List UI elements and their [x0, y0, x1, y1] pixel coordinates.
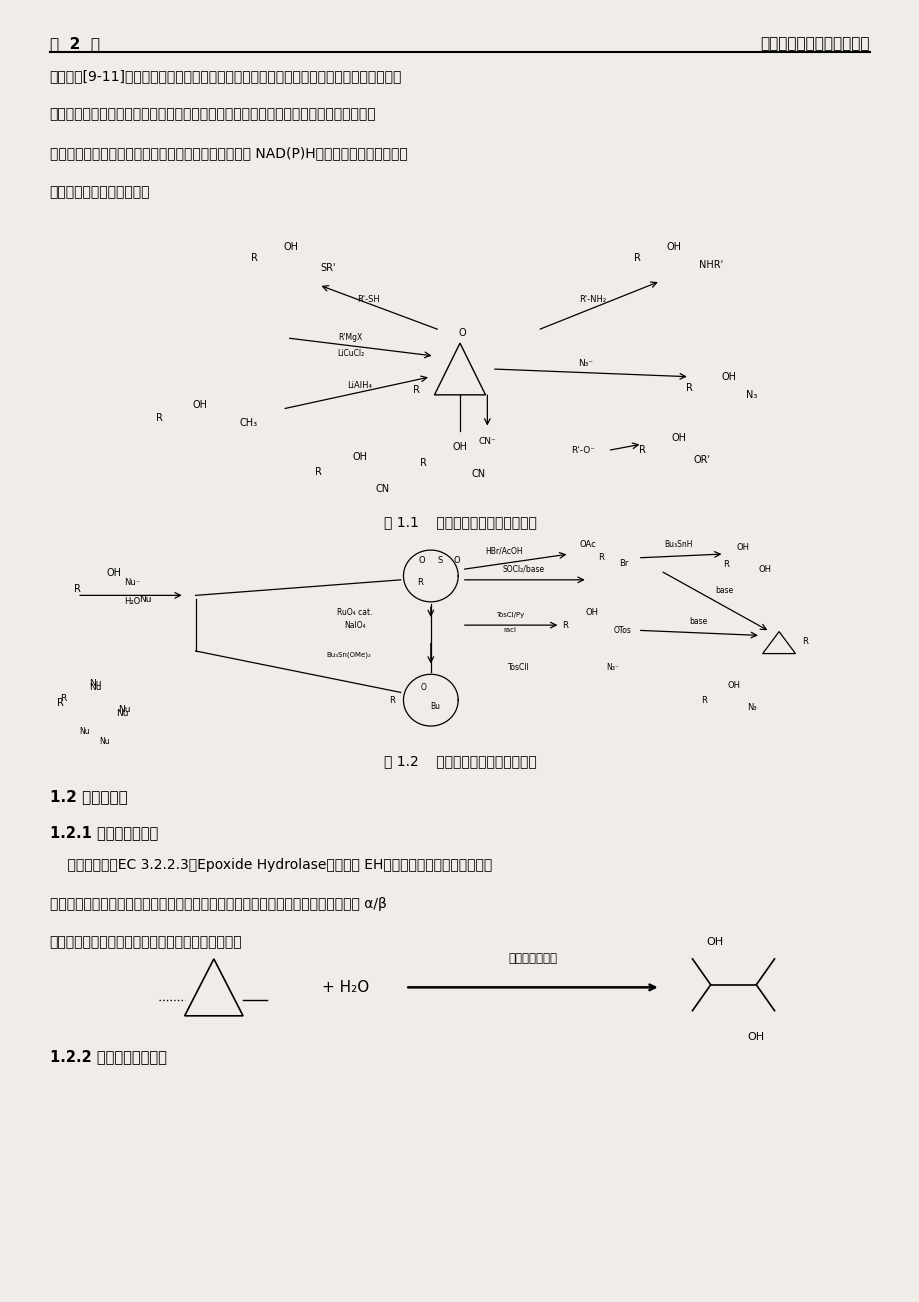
Text: R: R — [416, 578, 423, 587]
Text: 环氧水解酶（EC 3.2.2.3，Epoxide Hydrolase，简写为 EH），是一类辅因子及金属离子: 环氧水解酶（EC 3.2.2.3，Epoxide Hydrolase，简写为 E… — [50, 858, 492, 872]
Text: 华东理工大学硕士学位论文: 华东理工大学硕士学位论文 — [760, 36, 869, 52]
Text: Nu⁻: Nu⁻ — [123, 578, 140, 587]
Text: R: R — [562, 621, 567, 630]
Text: R'-SH: R'-SH — [357, 294, 380, 303]
Text: R: R — [155, 413, 163, 423]
Text: 非依赖性的，以水为底物，将环氧化物水解生成对应邻二醇的酶。该酶在结构上属于 α/β: 非依赖性的，以水为底物，将环氧化物水解生成对应邻二醇的酶。该酶在结构上属于 α/… — [50, 897, 386, 911]
Text: OH: OH — [585, 608, 598, 617]
Text: Bu: Bu — [430, 702, 440, 711]
Text: OH: OH — [758, 565, 771, 574]
Text: O: O — [452, 556, 460, 565]
Text: Nu: Nu — [89, 682, 101, 691]
Text: LiCuCl₂: LiCuCl₂ — [336, 349, 364, 358]
Text: R: R — [638, 445, 645, 456]
Text: OH: OH — [352, 452, 367, 462]
Text: R: R — [57, 698, 64, 708]
Text: R'-NH₂: R'-NH₂ — [578, 294, 605, 303]
Text: R: R — [74, 583, 81, 594]
Text: 学方法合成光学纯环氧化物往往有结构的限制。而在生物催化方法中，有的对底物有特殊: 学方法合成光学纯环氧化物往往有结构的限制。而在生物催化方法中，有的对底物有特殊 — [50, 108, 376, 121]
Text: 酶催化法[9-11]。化学催化的方法由于需要大量的重金属元素，容易产生环境污染，而且化: 酶催化法[9-11]。化学催化的方法由于需要大量的重金属元素，容易产生环境污染，… — [50, 69, 402, 83]
Text: 1.2.1 环氧水解酶简介: 1.2.1 环氧水解酶简介 — [50, 825, 158, 841]
Text: S: S — [437, 556, 442, 565]
Text: CH₃: CH₃ — [239, 418, 257, 428]
Text: OH: OH — [726, 681, 739, 690]
Text: R: R — [413, 384, 419, 395]
Text: OH: OH — [666, 242, 681, 253]
Text: R: R — [633, 253, 641, 263]
Text: OH: OH — [452, 441, 467, 452]
Text: OH: OH — [192, 400, 208, 410]
Text: 第  2  页: 第 2 页 — [50, 36, 99, 52]
Text: OR': OR' — [692, 454, 709, 465]
Text: SOCl₂/base: SOCl₂/base — [502, 565, 544, 574]
Text: 要求，有的对映选择性不高，有的需要氧化还原辅酶如 NAD(P)H。在各类生物催化剂中，: 要求，有的对映选择性不高，有的需要氧化还原辅酶如 NAD(P)H。在各类生物催化… — [50, 146, 407, 160]
Text: OH: OH — [720, 372, 735, 381]
Text: 环氧化物水解酶: 环氧化物水解酶 — [508, 952, 557, 965]
Text: NaIO₄: NaIO₄ — [344, 621, 366, 630]
Text: Bu₃SnH: Bu₃SnH — [664, 540, 692, 549]
Text: base: base — [714, 586, 732, 595]
Text: R: R — [61, 694, 66, 703]
Text: base: base — [689, 617, 708, 626]
Text: O: O — [459, 328, 466, 339]
Text: OH: OH — [706, 937, 723, 947]
Text: CN⁻: CN⁻ — [478, 437, 495, 445]
Text: CN: CN — [471, 469, 484, 479]
Text: R: R — [686, 383, 692, 393]
Text: N₃⁻: N₃⁻ — [606, 663, 618, 672]
Text: Nu: Nu — [117, 708, 129, 717]
Text: 图 1.1    环氧化物和亲核试剂的反应: 图 1.1 环氧化物和亲核试剂的反应 — [383, 516, 536, 529]
Text: NHR': NHR' — [698, 260, 722, 271]
Text: N₃: N₃ — [745, 389, 756, 400]
Text: SR': SR' — [320, 263, 335, 273]
Text: HBr/AcOH: HBr/AcOH — [484, 547, 522, 556]
Text: TosClI: TosClI — [508, 663, 529, 672]
Text: LiAlH₄: LiAlH₄ — [346, 381, 372, 391]
Text: N₃: N₃ — [746, 703, 755, 712]
Text: R'-O⁻: R'-O⁻ — [571, 447, 595, 454]
Text: 图 1.2    邻位二醇与亲核试剂的反应: 图 1.2 邻位二醇与亲核试剂的反应 — [383, 754, 536, 768]
Text: 1.2 环氧水解酶: 1.2 环氧水解酶 — [50, 789, 128, 805]
Text: R: R — [251, 253, 258, 263]
Text: Nu: Nu — [79, 727, 90, 736]
Text: TosCl/Py: TosCl/Py — [495, 612, 524, 617]
Text: 环氧水解酶格外受人青睐。: 环氧水解酶格外受人青睐。 — [50, 185, 150, 199]
Text: OH: OH — [671, 432, 686, 443]
Text: OH: OH — [747, 1031, 764, 1042]
Text: + H₂O: + H₂O — [322, 980, 369, 995]
Text: R: R — [315, 467, 322, 478]
Text: N₃⁻: N₃⁻ — [578, 359, 593, 368]
Text: O: O — [420, 682, 426, 691]
Text: OH: OH — [735, 543, 748, 552]
Text: R: R — [597, 553, 604, 562]
Text: Bu₃Sn(OMe)₂: Bu₃Sn(OMe)₂ — [326, 651, 370, 658]
Text: R: R — [700, 695, 707, 704]
Text: R'MgX: R'MgX — [338, 333, 362, 342]
Text: OAc: OAc — [579, 540, 596, 549]
Text: R: R — [722, 560, 729, 569]
Text: 折叠家族。环氧水解酶催化的反应可简单表示如下：: 折叠家族。环氧水解酶催化的反应可简单表示如下： — [50, 936, 242, 949]
Text: Nu: Nu — [99, 737, 109, 746]
Text: Br: Br — [618, 559, 628, 568]
Text: OH: OH — [106, 569, 121, 578]
Text: Nu: Nu — [89, 678, 101, 687]
Text: H₂O: H₂O — [123, 598, 140, 607]
Text: OTos: OTos — [613, 626, 630, 635]
Text: O: O — [418, 556, 425, 565]
Text: CN: CN — [375, 484, 389, 495]
Text: racl: racl — [503, 628, 516, 633]
Text: OH: OH — [284, 242, 299, 253]
Text: Nu: Nu — [139, 595, 152, 604]
Text: RuO₄ cat.: RuO₄ cat. — [337, 608, 372, 617]
Text: R: R — [420, 458, 426, 469]
Text: R: R — [800, 638, 807, 647]
Text: Nu: Nu — [119, 704, 130, 713]
Text: 1.2.2 环氧水解酶的分布: 1.2.2 环氧水解酶的分布 — [50, 1049, 166, 1065]
Text: R: R — [389, 695, 395, 704]
